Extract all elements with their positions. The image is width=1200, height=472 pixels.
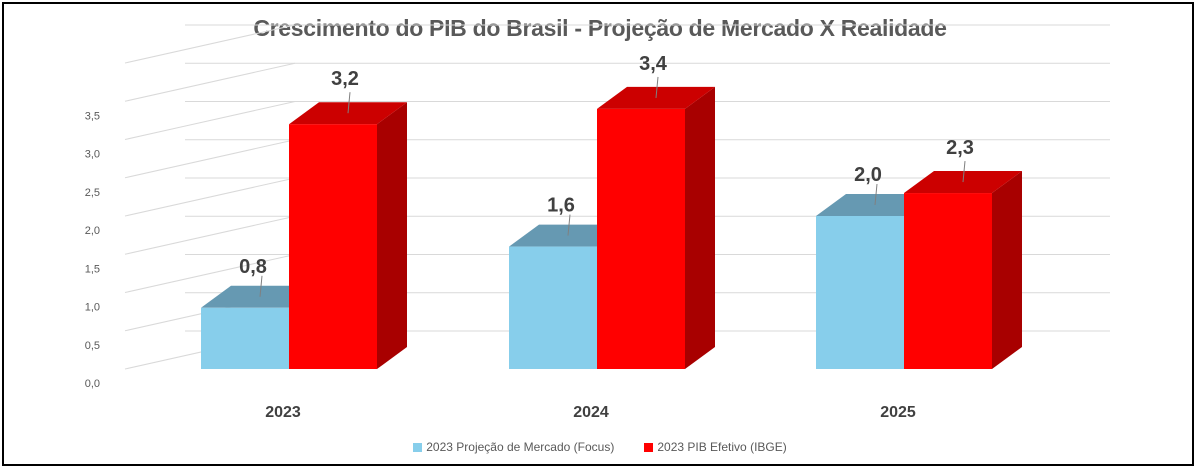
bar-2025-s1 [904,193,992,369]
data-label-leader [655,76,659,98]
x-tick-label: 2023 [265,404,301,421]
y-tick-label: 0,0 [85,378,100,390]
bar-2023-s1 [289,124,377,369]
data-label: 2,0 [854,164,882,186]
data-label: 3,4 [639,53,668,75]
gridline-diagonal [124,254,296,293]
gridline-diagonal [124,101,296,140]
bar-2024-s0 [509,246,597,369]
data-label-leader [259,275,263,297]
bar-2023-s0 [201,307,289,369]
bar-side-2024-s1 [685,86,715,370]
bar-side-2025-s1 [992,171,1022,369]
y-tick-label: 3,5 [85,110,100,122]
data-label-leader [962,161,966,183]
y-tick-label: 1,5 [85,263,100,275]
gridline-diagonal [124,177,296,217]
data-label: 1,6 [547,195,575,217]
chart-title: Crescimento do PIB do Brasil - Projeção … [253,15,947,41]
legend-label-pib-efetivo: 2023 PIB Efetivo (IBGE) [657,440,787,454]
y-tick-label: 2,0 [85,225,100,237]
y-tick-label: 3,0 [85,149,100,161]
data-label-leader [567,214,571,236]
y-tick-label: 2,5 [85,187,100,199]
y-tick-label: 1,0 [85,302,100,314]
x-tick-label: 2025 [880,404,916,421]
gridline-diagonal [124,215,296,255]
gridline-diagonal [124,139,296,179]
legend-item-pib-efetivo: 2023 PIB Efetivo (IBGE) [644,440,787,454]
data-label: 3,2 [331,68,359,90]
legend-swatch-projecao [413,442,423,452]
bar-2024-s1 [597,108,685,370]
data-label: 2,3 [946,137,974,159]
legend-swatch-pib-efetivo [644,442,654,452]
legend-label-projecao: 2023 Projeção de Mercado (Focus) [426,440,615,454]
gridline-diagonal [124,62,296,102]
data-label-leader [347,92,351,114]
data-label: 0,8 [239,256,267,278]
bar-2025-s0 [816,216,904,369]
legend: 2023 Projeção de Mercado (Focus) 2023 PI… [0,440,1200,454]
y-tick-label: 0,5 [85,340,100,352]
legend-item-projecao: 2023 Projeção de Mercado (Focus) [413,440,614,454]
bar-side-2023-s1 [377,102,407,369]
gridline-diagonal [124,24,296,64]
x-tick-label: 2024 [573,404,609,421]
data-label-leader [874,183,878,206]
